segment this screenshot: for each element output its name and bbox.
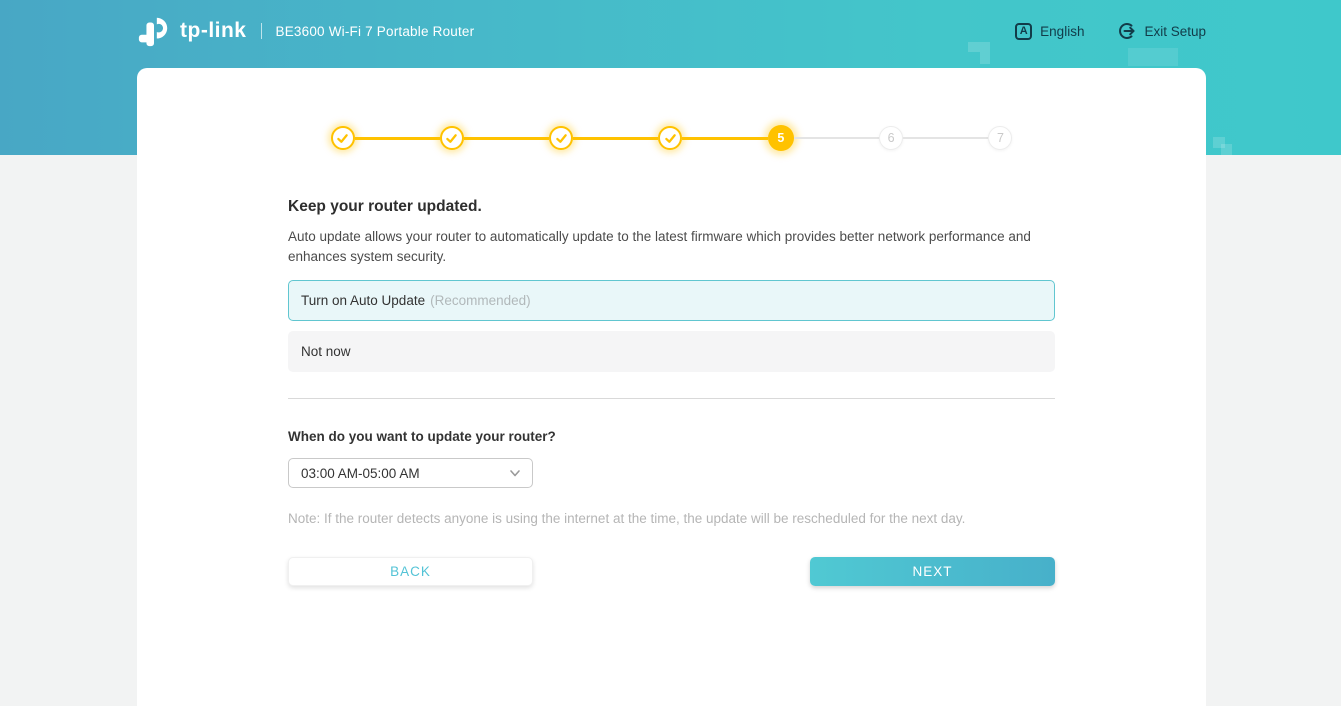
- option-auto-update-label: Turn on Auto Update: [301, 293, 426, 308]
- section-divider: [288, 398, 1055, 399]
- check-icon: [337, 133, 348, 143]
- step-connector: [463, 136, 550, 140]
- deco-square: [1213, 137, 1225, 148]
- step-7-todo: 7: [988, 126, 1013, 150]
- update-time-select[interactable]: 03:00 AM-05:00 AM: [288, 458, 533, 488]
- action-buttons: BACK NEXT: [288, 557, 1055, 586]
- exit-setup-label: Exit Setup: [1144, 23, 1206, 39]
- header: tp-link BE3600 Wi-Fi 7 Portable Router A…: [137, 0, 1206, 62]
- deco-square: [968, 42, 990, 52]
- step-connector: [354, 136, 440, 140]
- step-progress: 5 6 7: [330, 125, 1013, 151]
- page-description: Auto update allows your router to automa…: [288, 229, 1031, 264]
- step-connector: [793, 137, 880, 139]
- step-connector: [573, 136, 659, 140]
- option-auto-update-hint: (Recommended): [430, 293, 531, 308]
- back-button[interactable]: BACK: [288, 557, 533, 586]
- language-label: English: [1040, 23, 1085, 39]
- page-title: BE3600 Wi-Fi 7 Portable Router: [275, 23, 475, 39]
- exit-icon: [1119, 23, 1135, 39]
- check-icon: [555, 133, 567, 143]
- check-icon: [446, 133, 458, 143]
- header-actions: A English Exit Setup: [1015, 22, 1206, 40]
- tplink-logo: tp-link: [137, 14, 247, 48]
- next-button[interactable]: NEXT: [810, 557, 1055, 586]
- step-4-done: [658, 126, 683, 150]
- schedule-question-label: When do you want to update your router?: [288, 429, 556, 444]
- deco-square: [1221, 144, 1232, 155]
- language-icon: A: [1015, 22, 1033, 40]
- language-selector[interactable]: A English: [1015, 22, 1085, 40]
- update-time-value: 03:00 AM-05:00 AM: [301, 465, 420, 481]
- step-5-active: 5: [767, 125, 794, 151]
- header-divider: [260, 23, 262, 39]
- step-connector: [903, 137, 989, 139]
- exit-setup-button[interactable]: Exit Setup: [1118, 22, 1206, 40]
- step-connector: [682, 136, 768, 140]
- step-6-todo: 6: [879, 126, 904, 150]
- deco-square: [980, 52, 990, 64]
- option-not-now-label: Not now: [301, 344, 351, 359]
- step-3-done: [549, 126, 574, 150]
- step-1-done: [330, 126, 355, 150]
- brand-wordmark: tp-link: [180, 19, 247, 42]
- check-icon: [665, 133, 676, 143]
- schedule-note: Note: If the router detects anyone is us…: [288, 511, 966, 526]
- chevron-down-icon: [510, 470, 520, 477]
- option-not-now[interactable]: Not now: [288, 331, 1055, 372]
- setup-card: 5 6 7 Keep your router updated. Auto upd…: [137, 68, 1206, 706]
- step-2-done: [439, 126, 464, 150]
- deco-square: [1128, 48, 1178, 66]
- page-heading: Keep your router updated.: [288, 198, 482, 215]
- option-auto-update[interactable]: Turn on Auto Update (Recommended): [288, 280, 1055, 321]
- tplink-logo-icon: [138, 17, 168, 47]
